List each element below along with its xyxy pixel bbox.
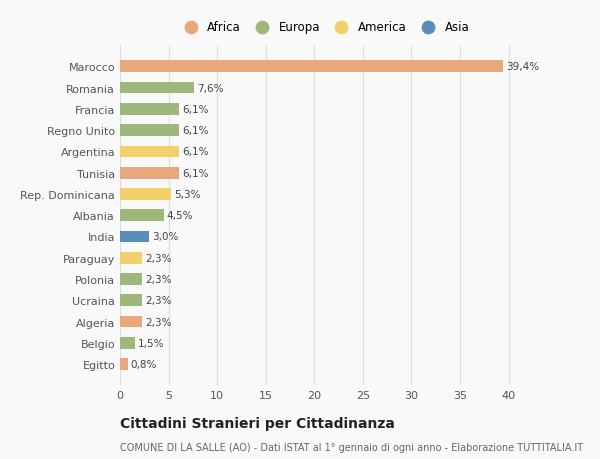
Text: 2,3%: 2,3% (145, 253, 172, 263)
Text: 1,5%: 1,5% (137, 338, 164, 348)
Bar (120, 358, 128, 370)
Bar (120, 125, 179, 137)
Text: 7,6%: 7,6% (197, 84, 223, 93)
Bar (120, 146, 179, 158)
Text: 39,4%: 39,4% (506, 62, 539, 72)
Text: Cittadini Stranieri per Cittadinanza: Cittadini Stranieri per Cittadinanza (120, 416, 395, 430)
Text: 0,8%: 0,8% (131, 359, 157, 369)
Bar (120, 83, 194, 94)
Bar (120, 62, 503, 73)
Bar (120, 316, 142, 328)
Text: 2,3%: 2,3% (145, 274, 172, 285)
Bar (120, 210, 164, 222)
Bar (120, 231, 149, 243)
Bar (120, 189, 172, 200)
Legend: Africa, Europa, America, Asia: Africa, Europa, America, Asia (175, 18, 473, 38)
Text: 2,3%: 2,3% (145, 317, 172, 327)
Text: 6,1%: 6,1% (182, 105, 209, 115)
Bar (120, 337, 134, 349)
Text: 4,5%: 4,5% (167, 211, 193, 221)
Text: 2,3%: 2,3% (145, 296, 172, 306)
Bar (120, 295, 142, 307)
Bar (120, 274, 142, 285)
Text: 5,3%: 5,3% (175, 190, 201, 200)
Text: 6,1%: 6,1% (182, 126, 209, 136)
Text: COMUNE DI LA SALLE (AO) - Dati ISTAT al 1° gennaio di ogni anno - Elaborazione T: COMUNE DI LA SALLE (AO) - Dati ISTAT al … (120, 442, 583, 452)
Bar (120, 168, 179, 179)
Bar (120, 252, 142, 264)
Bar (120, 104, 179, 116)
Text: 6,1%: 6,1% (182, 147, 209, 157)
Text: 6,1%: 6,1% (182, 168, 209, 178)
Text: 3,0%: 3,0% (152, 232, 178, 242)
